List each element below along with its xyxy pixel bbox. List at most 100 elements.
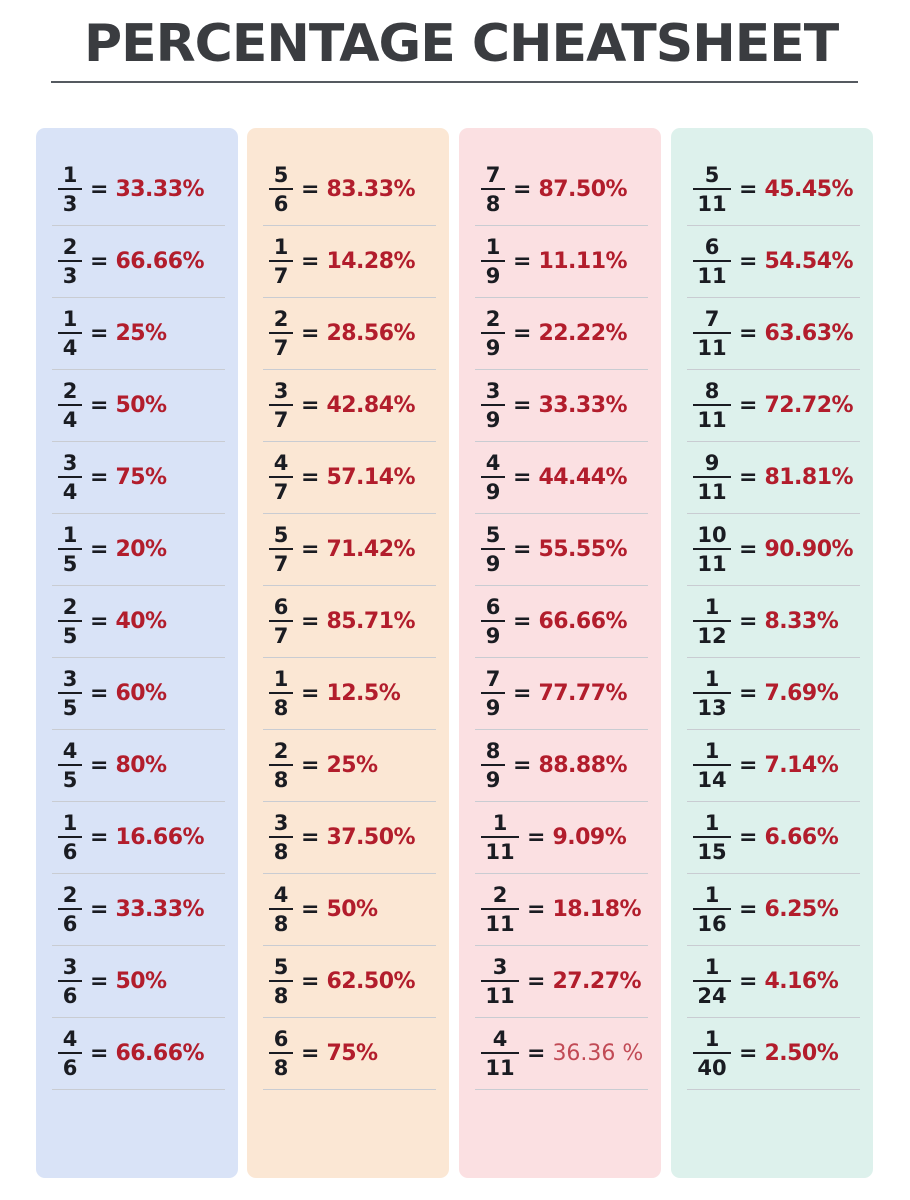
denominator: 8: [273, 696, 289, 720]
fraction-bar: [693, 908, 731, 910]
fraction-bar: [58, 908, 82, 910]
numerator: 2: [492, 883, 508, 907]
percentage-value: 18.18%: [552, 897, 642, 922]
percentage-value: 6.66%: [764, 825, 839, 850]
fraction-row: 1 16 = 6.25%: [687, 874, 860, 946]
fraction-bar: [693, 692, 731, 694]
numerator: 1: [62, 163, 78, 187]
equals-sign: =: [301, 969, 320, 994]
percentage-value: 42.84%: [326, 393, 416, 418]
percentage-value: 66.66%: [115, 1041, 205, 1066]
equals-sign: =: [301, 321, 320, 346]
percentage-value: 7.69%: [764, 681, 839, 706]
denominator: 7: [273, 408, 289, 432]
equals-sign: =: [90, 609, 109, 634]
denominator: 7: [273, 336, 289, 360]
denominator: 6: [62, 984, 78, 1008]
numerator: 1: [62, 811, 78, 835]
fraction-bar: [58, 1052, 82, 1054]
denominator: 9: [485, 408, 501, 432]
fraction-row: 2 9 = 22.22%: [475, 298, 648, 370]
numerator: 4: [62, 739, 78, 763]
denominator: 5: [62, 768, 78, 792]
equals-sign: =: [527, 897, 546, 922]
fraction-bar: [481, 260, 505, 262]
fraction-row: 3 5 = 60%: [52, 658, 225, 730]
equals-sign: =: [301, 753, 320, 778]
percentage-value: 66.66%: [538, 609, 628, 634]
fraction-row: 4 7 = 57.14%: [263, 442, 436, 514]
fraction-row: 6 8 = 75%: [263, 1018, 436, 1090]
equals-sign: =: [739, 681, 758, 706]
fraction-bar: [269, 692, 293, 694]
numerator: 8: [485, 739, 501, 763]
equals-sign: =: [739, 825, 758, 850]
fraction-bar: [693, 188, 731, 190]
fraction-row: 7 9 = 77.77%: [475, 658, 648, 730]
fraction-bar: [269, 260, 293, 262]
numerator: 2: [62, 379, 78, 403]
fraction-bar: [269, 476, 293, 478]
denominator: 11: [485, 912, 515, 936]
percentage-value: 63.63%: [764, 321, 854, 346]
percentage-value: 62.50%: [326, 969, 416, 994]
equals-sign: =: [739, 537, 758, 562]
fraction-row: 5 11 = 45.45%: [687, 154, 860, 226]
fraction-row: 4 5 = 80%: [52, 730, 225, 802]
numerator: 1: [704, 811, 720, 835]
equals-sign: =: [513, 177, 532, 202]
numerator: 3: [273, 379, 289, 403]
numerator: 1: [704, 1027, 720, 1051]
fraction-row: 1 14 = 7.14%: [687, 730, 860, 802]
equals-sign: =: [739, 609, 758, 634]
percentage-value: 22.22%: [538, 321, 628, 346]
percentage-value: 33.33%: [538, 393, 628, 418]
fraction-bar: [693, 548, 731, 550]
fraction-bar: [693, 1052, 731, 1054]
percentage-value: 4.16%: [764, 969, 839, 994]
percentage-value: 87.50%: [538, 177, 628, 202]
percentage-value: 33.33%: [115, 177, 205, 202]
equals-sign: =: [513, 681, 532, 706]
fraction-bar: [693, 764, 731, 766]
equals-sign: =: [90, 249, 109, 274]
equals-sign: =: [301, 465, 320, 490]
equals-sign: =: [527, 825, 546, 850]
fraction: 1 16: [693, 883, 731, 936]
column-2: 5 6 = 83.33% 1 7 = 14.28% 2 7 = 28.56% 3 7 = 42.84% 4 7 = 5…: [247, 128, 449, 1178]
numerator: 5: [704, 163, 720, 187]
numerator: 2: [273, 739, 289, 763]
fraction-row: 5 9 = 55.55%: [475, 514, 648, 586]
numerator: 2: [485, 307, 501, 331]
percentage-value: 14.28%: [326, 249, 416, 274]
equals-sign: =: [513, 609, 532, 634]
fraction: 10 11: [693, 523, 731, 576]
numerator: 1: [273, 235, 289, 259]
fraction-bar: [269, 836, 293, 838]
numerator: 1: [704, 883, 720, 907]
denominator: 11: [485, 1056, 515, 1080]
fraction-bar: [481, 404, 505, 406]
fraction-bar: [693, 620, 731, 622]
denominator: 24: [697, 984, 727, 1008]
fraction-bar: [58, 836, 82, 838]
percentage-value: 72.72%: [764, 393, 854, 418]
title-divider: [51, 81, 858, 83]
denominator: 11: [697, 408, 727, 432]
denominator: 9: [485, 624, 501, 648]
fraction-bar: [269, 908, 293, 910]
denominator: 9: [485, 336, 501, 360]
fraction-bar: [269, 620, 293, 622]
denominator: 12: [697, 624, 727, 648]
numerator: 5: [273, 523, 289, 547]
equals-sign: =: [301, 681, 320, 706]
numerator: 7: [704, 307, 720, 331]
